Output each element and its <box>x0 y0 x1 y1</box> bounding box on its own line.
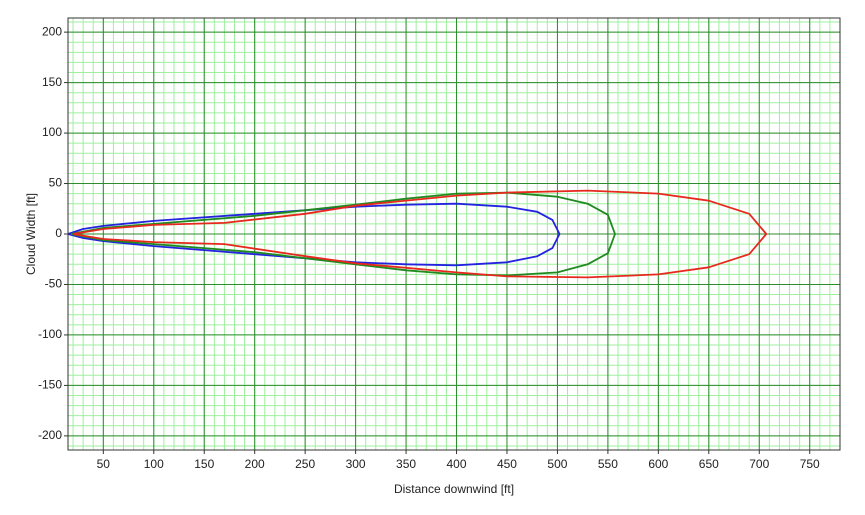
major-grid <box>68 18 840 450</box>
x-tick-label: 100 <box>144 457 164 471</box>
y-tick-label: 100 <box>42 125 62 139</box>
x-tick-label: 150 <box>194 457 214 471</box>
x-tick-label: 350 <box>396 457 416 471</box>
x-tick-label: 600 <box>648 457 668 471</box>
x-tick-label: 450 <box>497 457 517 471</box>
x-tick-label: 650 <box>699 457 719 471</box>
y-axis-label: Cloud Width [ft] <box>24 193 38 275</box>
y-tick-label: 0 <box>55 226 62 240</box>
x-tick-label: 50 <box>97 457 111 471</box>
y-tick-label: 200 <box>42 24 62 38</box>
contour-line <box>67 202 561 267</box>
x-tick-label: 500 <box>547 457 567 471</box>
x-tick-label: 400 <box>447 457 467 471</box>
contour-line <box>72 189 768 279</box>
y-tick-label: 50 <box>49 176 63 190</box>
x-tick-label: 700 <box>749 457 769 471</box>
plot-lines <box>67 189 768 279</box>
x-axis-label: Distance downwind [ft] <box>394 482 514 496</box>
x-tick-label: 300 <box>346 457 366 471</box>
y-tick-label: -50 <box>45 277 63 291</box>
labels: 50 100 150 200 250 300 350 400 450 500 550 600 650 70… <box>38 24 820 471</box>
y-tick-label: 150 <box>42 75 62 89</box>
y-tick-label: -100 <box>38 327 62 341</box>
contour-line <box>70 191 616 277</box>
x-tick-label: 200 <box>245 457 265 471</box>
x-tick-label: 250 <box>295 457 315 471</box>
x-tick-label: 550 <box>598 457 618 471</box>
y-tick-label: -200 <box>38 428 62 442</box>
x-tick-label: 750 <box>800 457 820 471</box>
y-tick-label: -150 <box>38 378 62 392</box>
